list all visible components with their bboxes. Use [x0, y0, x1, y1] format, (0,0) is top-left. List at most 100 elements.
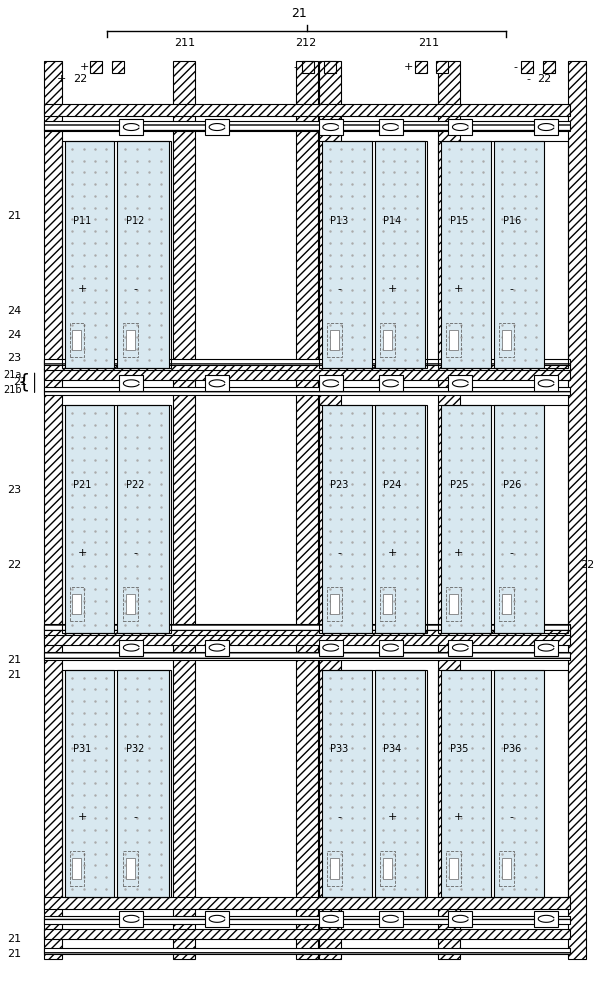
Text: 21: 21 — [13, 377, 28, 387]
Bar — [43, 360, 570, 370]
Bar — [521, 61, 533, 73]
Text: P14: P14 — [383, 216, 401, 226]
Bar — [327, 587, 341, 621]
Bar — [118, 405, 170, 633]
Bar — [70, 587, 84, 621]
Bar — [447, 587, 461, 621]
Text: 21: 21 — [7, 211, 21, 221]
Bar — [205, 640, 229, 656]
Bar — [449, 594, 458, 614]
Text: -: - — [337, 284, 341, 294]
Text: P23: P23 — [330, 480, 348, 490]
Bar — [319, 911, 343, 927]
Bar — [43, 948, 570, 954]
Text: P13: P13 — [330, 216, 348, 226]
Bar — [379, 640, 403, 656]
Bar — [449, 330, 458, 350]
Bar — [534, 911, 558, 927]
Text: +: + — [387, 548, 397, 558]
Text: +: + — [387, 812, 397, 822]
Bar — [119, 911, 143, 927]
Text: P24: P24 — [383, 480, 401, 490]
Bar — [319, 141, 427, 368]
Bar — [534, 119, 558, 135]
Text: -: - — [510, 284, 514, 294]
Text: P11: P11 — [73, 216, 91, 226]
Bar — [62, 670, 171, 897]
Bar — [43, 625, 570, 635]
Text: +: + — [454, 284, 464, 294]
Text: 22: 22 — [537, 74, 551, 84]
Text: +: + — [77, 284, 87, 294]
Text: 212: 212 — [295, 38, 316, 48]
Text: 21a: 21a — [3, 370, 21, 380]
Text: +: + — [454, 548, 464, 558]
Bar — [125, 594, 135, 614]
Bar — [62, 405, 171, 633]
Text: P32: P32 — [126, 744, 144, 754]
Text: +: + — [77, 812, 87, 822]
Bar — [119, 375, 143, 391]
Text: -: - — [510, 548, 514, 558]
Bar — [125, 330, 135, 350]
Bar — [64, 670, 114, 897]
Bar — [296, 61, 318, 959]
Text: 24: 24 — [7, 330, 21, 340]
Bar — [438, 61, 460, 959]
Text: P21: P21 — [73, 480, 91, 490]
Bar — [64, 405, 114, 633]
Text: 21: 21 — [7, 655, 21, 665]
Bar — [568, 61, 586, 959]
Bar — [494, 405, 544, 633]
Bar — [302, 61, 314, 73]
Text: 211: 211 — [174, 38, 195, 48]
Bar — [122, 587, 138, 621]
Bar — [447, 851, 461, 886]
Bar — [379, 375, 403, 391]
Text: 21: 21 — [7, 934, 21, 944]
Bar — [205, 119, 229, 135]
Text: +: + — [387, 284, 397, 294]
Bar — [319, 670, 427, 897]
Bar — [43, 633, 570, 645]
Bar — [438, 670, 568, 897]
Text: P36: P36 — [502, 744, 521, 754]
Bar — [122, 323, 138, 357]
Text: -: - — [337, 548, 341, 558]
Bar — [375, 141, 425, 368]
Bar — [502, 330, 511, 350]
Text: 21: 21 — [7, 949, 21, 959]
Bar — [43, 368, 570, 380]
Text: -: - — [513, 62, 517, 72]
Text: P31: P31 — [73, 744, 91, 754]
Bar — [43, 359, 570, 365]
Bar — [173, 61, 195, 959]
Bar — [379, 323, 395, 357]
Text: -: - — [133, 284, 138, 294]
Bar — [205, 375, 229, 391]
Bar — [118, 141, 170, 368]
Bar — [322, 141, 371, 368]
Text: +: + — [404, 62, 413, 72]
Bar — [414, 61, 427, 73]
Bar — [327, 851, 341, 886]
Text: -: - — [133, 812, 138, 822]
Bar — [72, 330, 81, 350]
Bar — [494, 670, 544, 897]
Bar — [449, 911, 472, 927]
Bar — [330, 330, 339, 350]
Bar — [43, 929, 570, 939]
Text: P33: P33 — [330, 744, 348, 754]
Text: P16: P16 — [502, 216, 521, 226]
Text: -: - — [510, 812, 514, 822]
Bar — [122, 851, 138, 886]
Bar — [379, 911, 403, 927]
Text: 22: 22 — [580, 560, 594, 570]
Bar — [449, 640, 472, 656]
Bar — [441, 670, 491, 897]
Bar — [319, 640, 343, 656]
Bar — [438, 141, 568, 368]
Bar — [494, 141, 544, 368]
Bar — [322, 670, 371, 897]
Bar — [322, 405, 371, 633]
